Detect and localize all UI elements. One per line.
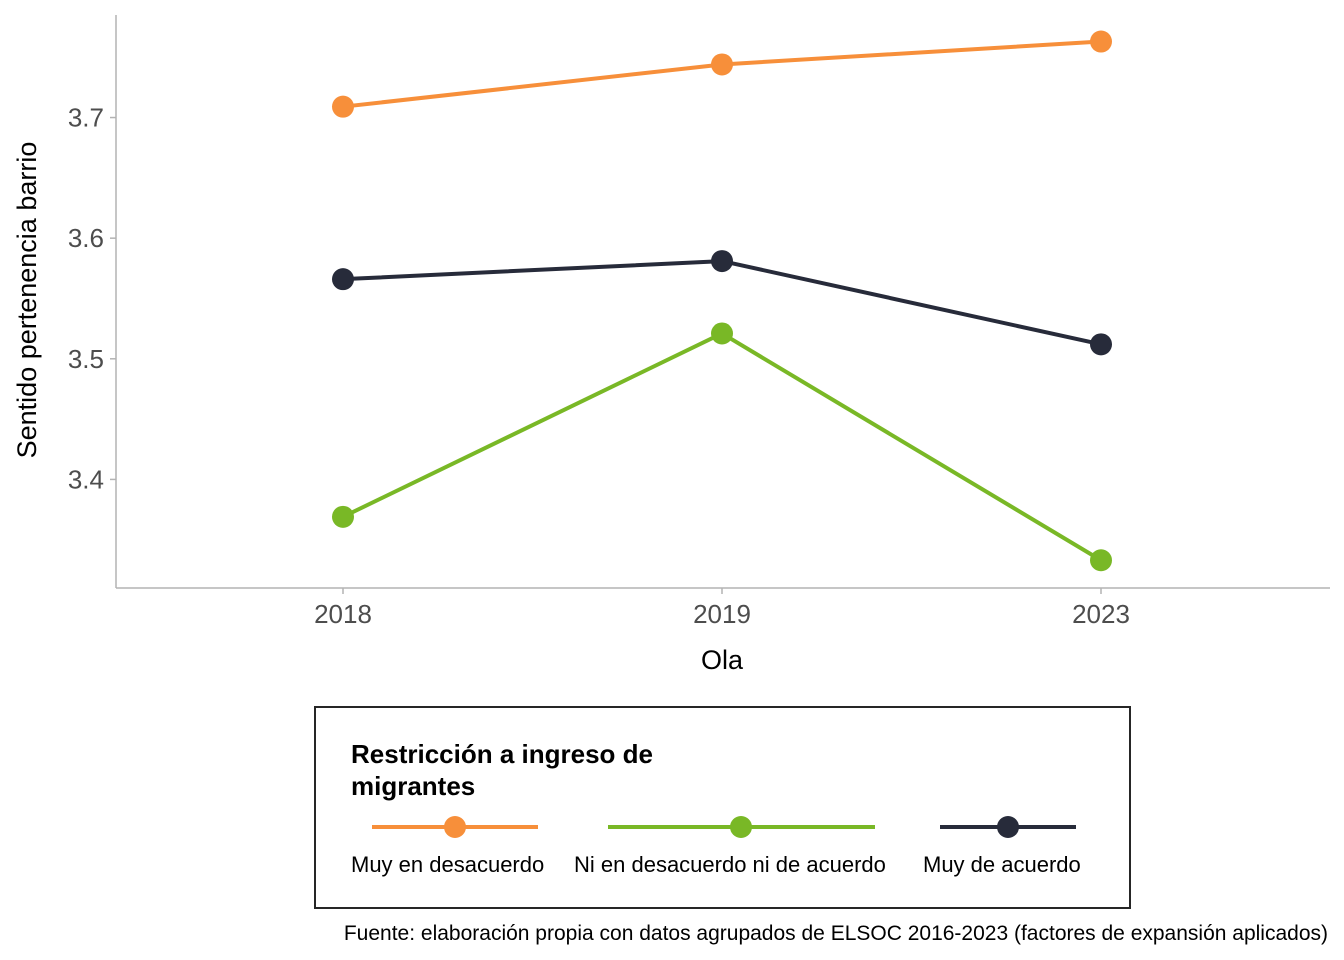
data-point: [711, 250, 733, 273]
data-point: [711, 322, 733, 345]
legend-label: Muy de acuerdo: [923, 852, 1081, 877]
x-axis-ticks: 2018 2019 2023: [314, 588, 1130, 629]
x-tick-label: 2019: [693, 599, 751, 629]
data-point: [711, 53, 733, 76]
x-axis-title: Ola: [701, 645, 744, 675]
data-point: [332, 95, 354, 118]
legend-box: [314, 706, 1131, 909]
data-point: [1090, 333, 1112, 356]
x-tick-label: 2018: [314, 599, 372, 629]
legend-items: Muy en desacuerdo Ni en desacuerdo ni de …: [351, 816, 1081, 877]
y-tick-label: 3.7: [68, 103, 104, 133]
y-axis-ticks: 3.4 3.5 3.6 3.7: [68, 103, 116, 494]
data-point: [1090, 549, 1112, 572]
legend-item: Muy en desacuerdo: [351, 816, 544, 877]
y-tick-label: 3.5: [68, 344, 104, 374]
y-axis-title: Sentido pertenencia barrio: [12, 142, 42, 459]
legend-title-line-2: migrantes: [351, 771, 475, 801]
legend: Restricción a ingreso de migrantes Muy e…: [314, 706, 1131, 909]
legend-key-point: [444, 816, 466, 838]
y-tick-label: 3.6: [68, 223, 104, 253]
x-tick-label: 2023: [1072, 599, 1130, 629]
data-point: [1090, 30, 1112, 53]
legend-key-point: [730, 816, 752, 838]
legend-key-point: [997, 816, 1019, 838]
caption: Fuente: elaboración propia con datos agr…: [344, 922, 1328, 945]
legend-label: Ni en desacuerdo ni de acuerdo: [574, 852, 886, 877]
series-layer: [332, 30, 1112, 572]
legend-title-line-1: Restricción a ingreso de: [351, 739, 653, 769]
data-point: [332, 505, 354, 528]
plot-area: 3.4 3.5 3.6 3.7 2018 2019 2023: [68, 15, 1330, 629]
legend-label: Muy en desacuerdo: [351, 852, 544, 877]
legend-item: Muy de acuerdo: [923, 816, 1081, 877]
series-line: [342, 331, 1103, 562]
data-point: [332, 268, 354, 291]
legend-item: Ni en desacuerdo ni de acuerdo: [574, 816, 886, 877]
y-tick-label: 3.4: [68, 464, 104, 494]
